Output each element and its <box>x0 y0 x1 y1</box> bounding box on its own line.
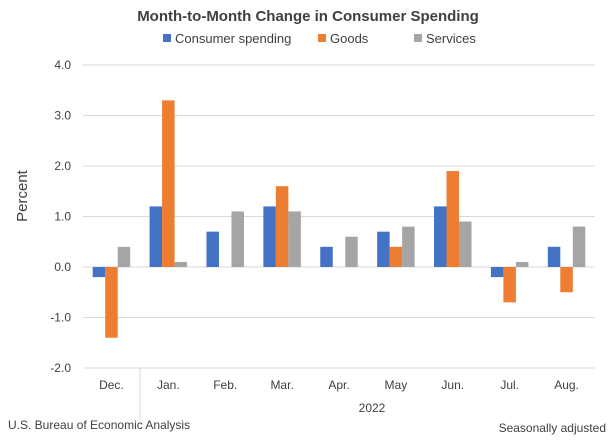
chart-title: Month-to-Month Change in Consumer Spendi… <box>137 8 479 25</box>
bar-consumer-spending-may <box>377 231 390 267</box>
legend-label: Services <box>426 31 476 46</box>
legend-swatch <box>414 34 422 42</box>
bars <box>92 100 586 338</box>
x-tick-label: Feb. <box>213 378 237 392</box>
bar-services-jun <box>459 221 472 267</box>
y-tick-label: -1.0 <box>50 311 71 325</box>
x-tick-label: Jun. <box>441 378 464 392</box>
y-tick-label: 4.0 <box>54 58 71 72</box>
y-tick-label: -2.0 <box>50 361 71 375</box>
seasonal-note: Seasonally adjusted <box>499 421 606 435</box>
bar-consumer-spending-aug <box>547 246 561 267</box>
bar-services-jul <box>515 261 529 267</box>
bar-consumer-spending-jun <box>434 206 447 267</box>
bar-consumer-spending-jan <box>149 206 163 267</box>
bar-services-jan <box>174 261 188 267</box>
x-tick-label: Mar. <box>270 378 293 392</box>
x-tick-label: May <box>385 378 408 392</box>
y-tick-label: 1.0 <box>54 210 71 224</box>
bar-services-may <box>402 226 415 267</box>
bar-goods-jul <box>503 267 516 303</box>
bar-services-mar <box>288 211 301 267</box>
x-axis: Dec. Jan. Feb. Mar. Apr. May Jun. Jul. Aug. <box>99 368 579 420</box>
bar-goods-jan <box>162 100 175 267</box>
bar-services-aug <box>572 226 586 267</box>
bar-consumer-spending-dec <box>92 267 106 278</box>
bar-consumer-spending-feb <box>206 231 219 267</box>
x-tick-label: Jul. <box>500 378 519 392</box>
y-tick-label: 3.0 <box>54 109 71 123</box>
y-tick-label: 0.0 <box>54 260 71 274</box>
y-axis-label: Percent <box>14 169 31 222</box>
legend-swatch <box>318 34 326 42</box>
bar-goods-may <box>389 246 403 267</box>
legend-swatch <box>163 34 171 42</box>
bar-consumer-spending-jul <box>490 267 504 278</box>
x-tick-label: Jan. <box>157 378 180 392</box>
bar-services-dec <box>117 246 131 267</box>
bar-goods-jun <box>446 171 460 267</box>
bar-services-feb <box>231 211 244 267</box>
x-tick-label: Apr. <box>328 378 349 392</box>
x-tick-label: Dec. <box>99 378 124 392</box>
bar-consumer-spending-mar <box>263 206 276 267</box>
y-tick-labels: -2.0 -1.0 0.0 1.0 2.0 3.0 4.0 <box>50 58 71 375</box>
legend: Consumer spending Goods Services <box>163 31 476 46</box>
x-tick-label: Aug. <box>554 378 579 392</box>
bar-goods-mar <box>275 186 289 267</box>
x-axis-group-label: 2022 <box>359 401 386 415</box>
source-note: U.S. Bureau of Economic Analysis <box>8 418 190 432</box>
legend-label: Consumer spending <box>175 31 291 46</box>
bar-consumer-spending-apr <box>320 246 333 267</box>
legend-label: Goods <box>330 31 369 46</box>
bar-goods-aug <box>560 267 573 293</box>
y-tick-label: 2.0 <box>54 159 71 173</box>
bar-services-apr <box>345 236 358 267</box>
bar-goods-dec <box>105 267 118 338</box>
